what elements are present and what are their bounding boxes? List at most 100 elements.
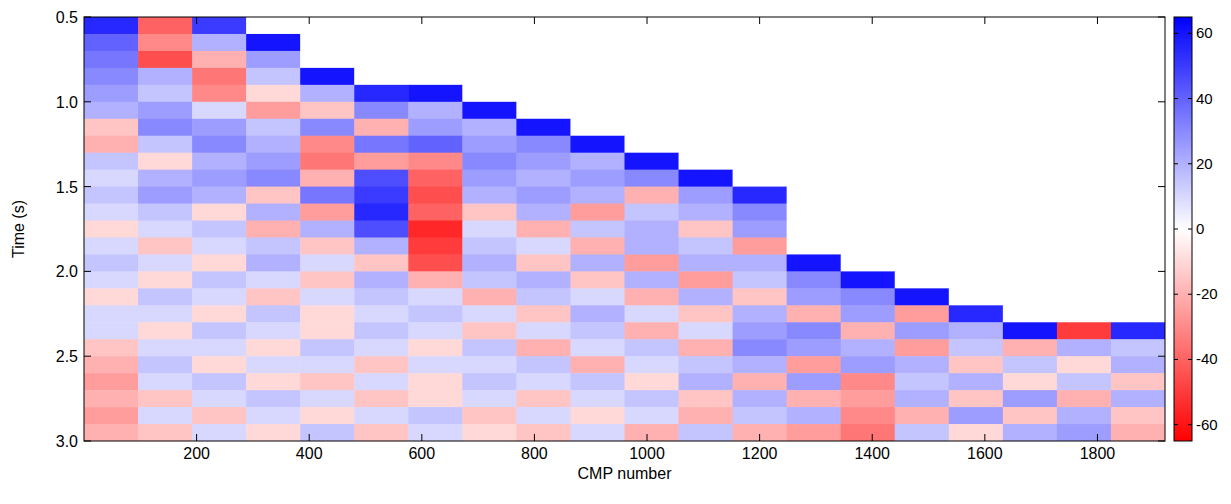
- colorbar-tick: [1188, 229, 1192, 230]
- cell: [354, 187, 409, 204]
- cell: [516, 237, 571, 254]
- cell: [408, 339, 463, 356]
- cell: [787, 85, 842, 102]
- cell: [462, 221, 517, 238]
- cell: [1057, 85, 1112, 102]
- cell: [787, 424, 842, 441]
- cell: [625, 373, 680, 390]
- cell: [354, 119, 409, 136]
- cell: [300, 51, 355, 68]
- cell: [354, 153, 409, 170]
- cell: [733, 170, 788, 187]
- cell: [300, 305, 355, 322]
- cell: [246, 271, 301, 288]
- cell: [192, 305, 247, 322]
- cell: [1057, 153, 1112, 170]
- cell: [516, 271, 571, 288]
- cell: [192, 170, 247, 187]
- cell: [246, 339, 301, 356]
- cell: [787, 221, 842, 238]
- cell: [1003, 254, 1058, 271]
- cell: [679, 305, 734, 322]
- cell: [138, 305, 193, 322]
- cell: [841, 407, 896, 424]
- cell: [300, 390, 355, 407]
- cell: [895, 136, 950, 153]
- cell: [733, 85, 788, 102]
- cell: [462, 407, 517, 424]
- cell: [1003, 322, 1058, 339]
- y-tick: [1158, 271, 1165, 272]
- cell: [246, 305, 301, 322]
- cell: [408, 68, 463, 85]
- cell: [138, 424, 193, 441]
- cell: [1003, 305, 1058, 322]
- cell: [354, 68, 409, 85]
- y-tick: [1158, 17, 1165, 18]
- cell: [679, 170, 734, 187]
- cell: [300, 34, 355, 51]
- cell: [1057, 170, 1112, 187]
- cell: [733, 424, 788, 441]
- cell: [895, 271, 950, 288]
- cell: [246, 237, 301, 254]
- cell: [1111, 407, 1165, 424]
- cell: [841, 17, 896, 34]
- colorbar-tick: [1188, 424, 1192, 425]
- cell: [895, 390, 950, 407]
- cell: [84, 407, 139, 424]
- cell: [354, 237, 409, 254]
- cell: [300, 119, 355, 136]
- cell: [246, 102, 301, 119]
- cell: [570, 102, 625, 119]
- cell: [138, 68, 193, 85]
- cell: [1111, 170, 1165, 187]
- cell: [949, 119, 1004, 136]
- cell: [516, 119, 571, 136]
- y-tick: [1158, 186, 1165, 187]
- cell: [1003, 51, 1058, 68]
- cell: [1111, 102, 1165, 119]
- cell: [516, 153, 571, 170]
- cell: [246, 187, 301, 204]
- cell: [949, 424, 1004, 441]
- y-tick: [1158, 101, 1165, 102]
- cell: [354, 407, 409, 424]
- cell: [1057, 237, 1112, 254]
- cell: [1111, 221, 1165, 238]
- cell: [462, 305, 517, 322]
- cell: [516, 305, 571, 322]
- cell: [733, 34, 788, 51]
- cell: [84, 288, 139, 305]
- cell: [949, 17, 1004, 34]
- cell: [841, 237, 896, 254]
- cell: [354, 288, 409, 305]
- cell: [300, 254, 355, 271]
- cell: [895, 34, 950, 51]
- cell: [408, 221, 463, 238]
- cell: [787, 68, 842, 85]
- cell: [1111, 68, 1165, 85]
- cell: [516, 170, 571, 187]
- cell: [354, 102, 409, 119]
- cell: [679, 17, 734, 34]
- cell: [1111, 51, 1165, 68]
- cell: [679, 187, 734, 204]
- cell: [895, 153, 950, 170]
- cell: [516, 424, 571, 441]
- cell: [1057, 102, 1112, 119]
- cell: [625, 322, 680, 339]
- cell: [138, 237, 193, 254]
- cell: [1057, 407, 1112, 424]
- cell: [354, 136, 409, 153]
- cell: [1111, 237, 1165, 254]
- cell: [949, 254, 1004, 271]
- cell: [408, 322, 463, 339]
- x-tick: [1097, 434, 1098, 441]
- cell: [1057, 339, 1112, 356]
- cells: [84, 17, 1165, 441]
- cell: [733, 373, 788, 390]
- cell: [408, 187, 463, 204]
- cell: [300, 271, 355, 288]
- cell: [787, 339, 842, 356]
